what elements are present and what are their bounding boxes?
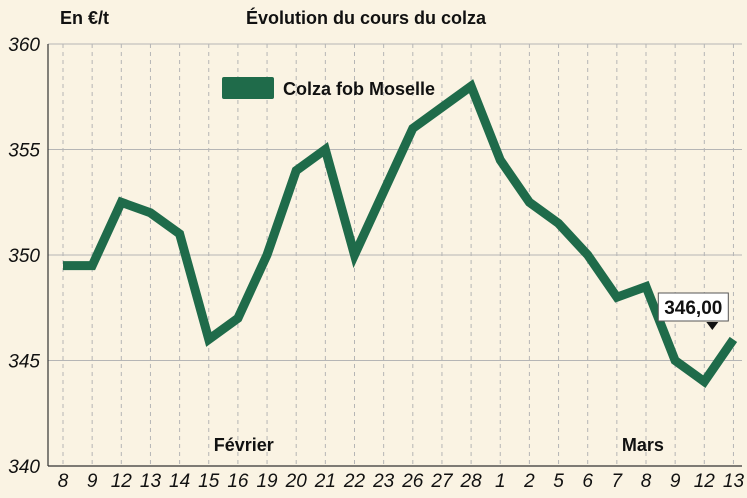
callout-value: 346,00	[664, 298, 722, 319]
x-tick-label: 12	[694, 471, 716, 492]
y-tick-label: 350	[8, 246, 40, 267]
axes	[47, 44, 742, 467]
x-tick-label: 21	[314, 471, 336, 492]
legend-label: Colza fob Moselle	[283, 79, 435, 99]
x-tick-label: 23	[372, 471, 395, 492]
x-tick-label: 1	[495, 471, 506, 492]
legend: Colza fob Moselle	[222, 77, 435, 99]
x-tick-label: 14	[169, 471, 190, 492]
legend-swatch	[222, 77, 274, 99]
month-label: Mars	[622, 435, 664, 455]
y-tick-label: 340	[8, 457, 40, 478]
month-labels: Février Mars	[214, 435, 664, 455]
x-tick-label: 16	[227, 471, 249, 492]
x-tick-label: 6	[582, 471, 593, 492]
y-tick-label: 345	[8, 352, 40, 373]
value-callout: 346,00	[657, 292, 729, 330]
callout-box	[657, 292, 729, 322]
chart-title: Évolution du cours du colza	[246, 7, 487, 28]
callout-pointer	[706, 322, 719, 330]
series-layer	[63, 79, 738, 388]
series-line	[63, 79, 738, 388]
y-tick-labels: 340 345 350 355 360	[8, 35, 40, 478]
x-tick-label: 13	[140, 471, 162, 492]
x-tick-label: 8	[641, 471, 652, 492]
month-label: Février	[214, 435, 274, 455]
x-tick-label: 7	[612, 471, 624, 492]
x-tick-label: 13	[723, 471, 745, 492]
x-tick-labels: 8 9 12 13 14 15 16 19 20 21 22 23 26 27 28 1 2 5 6 7 8 9 12 13	[58, 471, 745, 492]
x-tick-label: 26	[401, 471, 424, 492]
y-unit-label: En €/t	[60, 8, 109, 28]
x-tick-label: 19	[256, 471, 278, 492]
x-tick-label: 20	[285, 471, 308, 492]
x-tick-label: 22	[343, 471, 366, 492]
x-tick-label: 9	[87, 471, 98, 492]
x-tick-label: 28	[460, 471, 483, 492]
y-tick-label: 355	[8, 141, 40, 162]
x-tick-label: 27	[430, 471, 454, 492]
x-tick-label: 15	[198, 471, 220, 492]
x-tick-label: 8	[58, 471, 69, 492]
y-tick-label: 360	[8, 35, 40, 56]
x-tick-label: 9	[670, 471, 681, 492]
x-tick-label: 12	[111, 471, 133, 492]
x-tick-label: 2	[523, 471, 535, 492]
x-tick-label: 5	[553, 471, 564, 492]
